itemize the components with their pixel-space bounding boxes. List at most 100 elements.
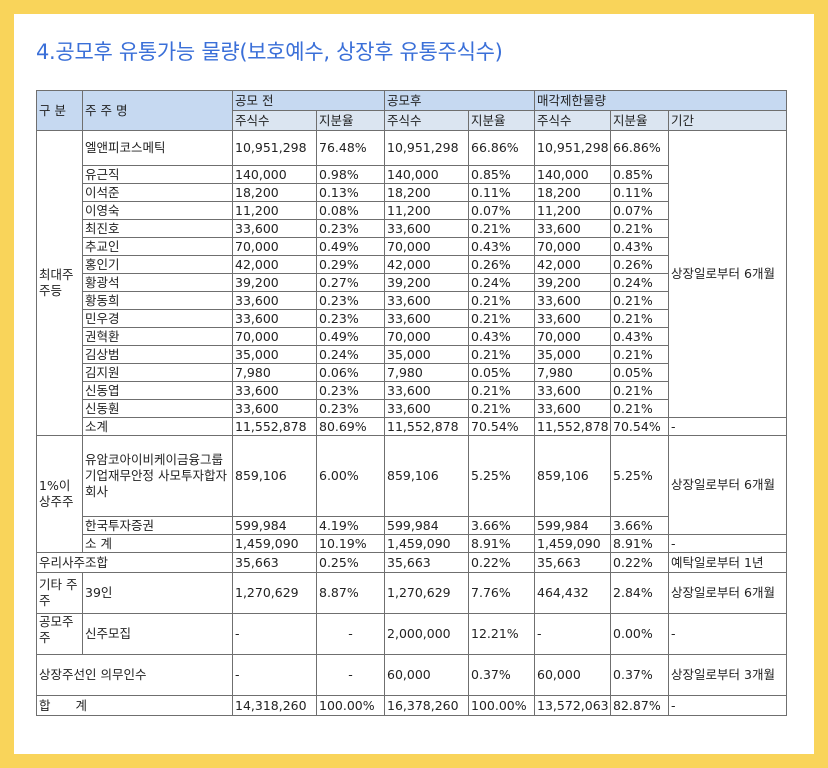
- cell-post-shares: 33,600: [384, 399, 470, 418]
- table-row: 황동희 33,600 0.23% 33,600 0.21% 33,600 0.21%: [37, 291, 787, 310]
- cell-post-shares: 70,000: [384, 327, 470, 346]
- cell-post-ratio: 5.25%: [468, 435, 536, 517]
- holder-name: 민우경: [82, 309, 233, 328]
- holder-name: 유암코아이비케이금융그룹기업재무안정 사모투자합자회사: [82, 435, 233, 517]
- cell-res-ratio: 8.91%: [610, 534, 670, 553]
- holder-name: 39인: [82, 572, 233, 614]
- total-label: 합 계: [36, 695, 233, 716]
- lockup-period: -: [668, 613, 788, 655]
- cell-post-ratio: 0.85%: [468, 165, 536, 184]
- lockup-period: -: [668, 695, 788, 716]
- cell-pre-shares: 1,270,629: [232, 572, 317, 614]
- cell-res-ratio: 0.00%: [610, 613, 670, 655]
- section-title: 4.공모후 유통가능 물량(보호예수, 상장후 유통주식수): [36, 40, 503, 64]
- cell-post-shares: 7,980: [384, 363, 470, 382]
- cell-post-shares: 60,000: [384, 654, 470, 696]
- cell-res-ratio: 66.86%: [610, 130, 670, 166]
- header-post-ratio: 지분율: [468, 110, 536, 131]
- table-row: 권혁환 70,000 0.49% 70,000 0.43% 70,000 0.43%: [37, 327, 787, 346]
- cell-pre-shares: 42,000: [232, 255, 317, 274]
- cell-res-shares: -: [534, 613, 612, 655]
- holder-name: 황동희: [82, 291, 233, 310]
- cell-res-shares: 33,600: [534, 399, 612, 418]
- cell-pre-ratio: 0.13%: [315, 183, 386, 202]
- cell-post-ratio: 66.86%: [468, 130, 536, 166]
- cell-pre-shares: 7,980: [232, 363, 317, 382]
- content-card: 4.공모후 유통가능 물량(보호예수, 상장후 유통주식수) 구 분 주 주 명…: [14, 14, 814, 754]
- cell-res-ratio: 0.43%: [610, 237, 670, 256]
- cell-res-ratio: 0.21%: [610, 345, 670, 364]
- cell-pre-ratio: 76.48%: [315, 130, 386, 166]
- cell-res-shares: 42,000: [534, 255, 612, 274]
- cell-pre-ratio: 0.08%: [315, 201, 386, 220]
- cell-pre-ratio: 0.23%: [315, 309, 386, 328]
- cell-pre-shares: 39,200: [232, 273, 317, 292]
- holder-name: 최진호: [82, 219, 233, 238]
- cell-res-shares: 7,980: [534, 363, 612, 382]
- lockup-period: -: [668, 534, 788, 553]
- subtotal-label: 소계: [82, 417, 233, 436]
- cell-pre-ratio: 0.98%: [315, 165, 386, 184]
- cell-pre-shares: 33,600: [232, 399, 317, 418]
- header-period: 기간: [668, 110, 788, 131]
- group-label-1pct: 1%이상주주: [36, 435, 83, 553]
- cell-pre-ratio: 0.06%: [315, 363, 386, 382]
- cell-res-shares: 60,000: [534, 654, 612, 696]
- cell-post-shares: 140,000: [384, 165, 470, 184]
- cell-res-shares: 859,106: [534, 435, 612, 517]
- esop-label: 우리사주조합: [36, 552, 233, 573]
- header-category: 구 분: [36, 90, 83, 131]
- cell-pre-ratio: 0.23%: [315, 219, 386, 238]
- underwriter-label: 상장주선인 의무인수: [36, 654, 233, 696]
- cell-post-ratio: 100.00%: [468, 695, 536, 716]
- cell-post-shares: 33,600: [384, 291, 470, 310]
- cell-res-shares: 33,600: [534, 219, 612, 238]
- cell-post-ratio: 8.91%: [468, 534, 536, 553]
- cell-pre-ratio: 0.27%: [315, 273, 386, 292]
- table-row: 김상범 35,000 0.24% 35,000 0.21% 35,000 0.21%: [37, 345, 787, 364]
- header-holder: 주 주 명: [82, 90, 233, 131]
- cell-res-shares: 10,951,298: [534, 130, 612, 166]
- lockup-period: 상장일로부터 6개월: [668, 572, 788, 614]
- cell-res-shares: 35,000: [534, 345, 612, 364]
- table-body: 구 분 주 주 명 공모 전 공모후 매각제한물량 주식수 지분율 주식수 지분…: [36, 90, 788, 716]
- cell-pre-ratio: 0.23%: [315, 399, 386, 418]
- cell-post-ratio: 0.11%: [468, 183, 536, 202]
- cell-pre-ratio: -: [315, 654, 386, 696]
- cell-res-ratio: 0.05%: [610, 363, 670, 382]
- cell-post-ratio: 0.37%: [468, 654, 536, 696]
- cell-pre-ratio: 80.69%: [315, 417, 386, 436]
- cell-post-ratio: 0.21%: [468, 309, 536, 328]
- cell-pre-ratio: 8.87%: [315, 572, 386, 614]
- cell-post-shares: 1,270,629: [384, 572, 470, 614]
- holder-name: 유근직: [82, 165, 233, 184]
- header-pre: 공모 전: [231, 90, 386, 111]
- cell-pre-ratio: 100.00%: [315, 695, 386, 716]
- cell-pre-ratio: 4.19%: [315, 516, 386, 535]
- table-row: 공모주주 신주모집 - -2,000,000 12.21% -0.00% -: [36, 613, 788, 655]
- header-restrict: 매각제한물량: [534, 90, 788, 111]
- header-row-1: 구 분 주 주 명 공모 전 공모후 매각제한물량: [36, 90, 788, 131]
- cell-pre-ratio: 0.25%: [315, 552, 386, 573]
- cell-res-ratio: 0.85%: [610, 165, 670, 184]
- cell-res-ratio: 0.11%: [610, 183, 670, 202]
- cell-post-shares: 39,200: [384, 273, 470, 292]
- holder-name: 신주모집: [82, 613, 233, 655]
- header-post: 공모후: [384, 90, 536, 111]
- cell-res-ratio: 0.07%: [610, 201, 670, 220]
- holder-name: 김지원: [82, 363, 233, 382]
- cell-pre-shares: 599,984: [232, 516, 317, 535]
- subtotal-label: 소 계: [82, 534, 233, 553]
- cell-post-shares: 2,000,000: [384, 613, 470, 655]
- cell-post-ratio: 0.24%: [468, 273, 536, 292]
- cell-post-ratio: 12.21%: [468, 613, 536, 655]
- table-row: 최대주주등 엘앤피코스메틱 10,951,298 76.48% 10,951,298 66…: [36, 130, 788, 436]
- cell-res-ratio: 0.22%: [610, 552, 670, 573]
- table-row: 우리사주조합 35,663 0.25% 35,663 0.22% 35,663 0.22% 예…: [36, 552, 788, 573]
- cell-res-shares: 11,200: [534, 201, 612, 220]
- cell-post-shares: 599,984: [384, 516, 470, 535]
- cell-post-ratio: 0.21%: [468, 381, 536, 400]
- table-row: 기타 주주 39인 1,270,629 8.87% 1,270,629 7.76% 464,…: [36, 572, 788, 614]
- cell-post-ratio: 0.43%: [468, 327, 536, 346]
- cell-pre-shares: 33,600: [232, 381, 317, 400]
